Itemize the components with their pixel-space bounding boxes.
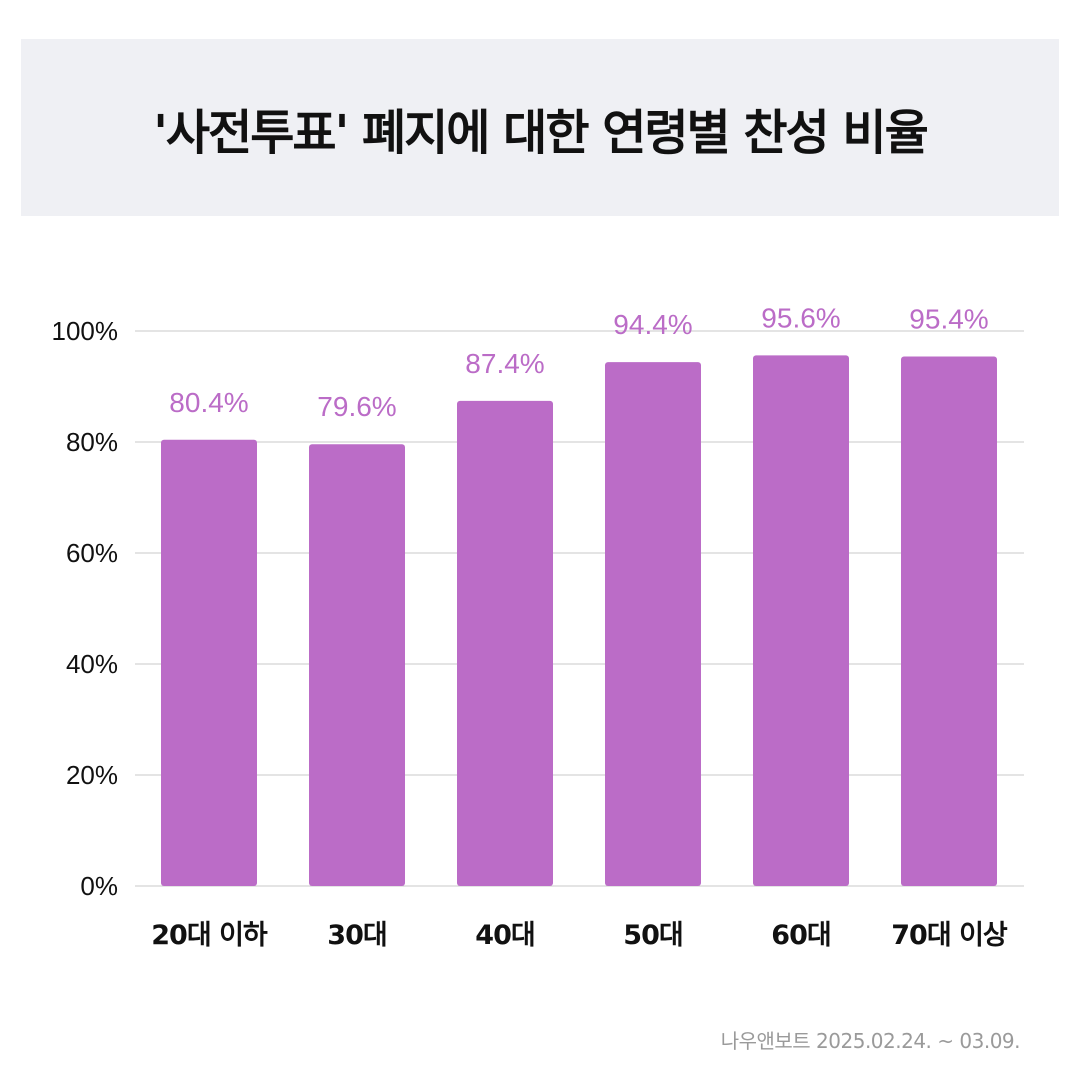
y-tick-label: 100% — [52, 316, 119, 346]
value-label: 95.6% — [761, 302, 840, 333]
chart-title: '사전투표' 폐지에 대한 연령별 찬성 비율 — [153, 104, 929, 161]
value-label: 80.4% — [169, 387, 248, 418]
x-tick-label: 40대 — [475, 920, 534, 951]
x-tick-label: 20대 이하 — [151, 920, 268, 951]
bar — [753, 355, 849, 886]
bar — [457, 400, 553, 886]
x-tick-label: 60대 — [771, 920, 830, 951]
value-label: 95.4% — [909, 304, 988, 335]
y-tick-label: 20% — [66, 760, 118, 790]
x-tick-label: 70대 이상 — [891, 920, 1008, 951]
y-tick-label: 60% — [66, 538, 118, 568]
title-banner: '사전투표' 폐지에 대한 연령별 찬성 비율 — [21, 39, 1059, 216]
value-label: 94.4% — [613, 309, 692, 340]
bar — [605, 362, 701, 887]
y-tick-label: 80% — [66, 427, 118, 457]
source-note: 나우앤보트 2025.02.24. ~ 03.09. — [720, 1029, 1021, 1053]
value-label: 79.6% — [317, 391, 396, 422]
bar — [309, 444, 405, 886]
x-tick-label: 30대 — [327, 920, 386, 951]
value-label: 87.4% — [465, 348, 544, 379]
x-tick-label: 50대 — [623, 920, 682, 951]
bar — [901, 356, 997, 886]
bar — [161, 439, 257, 886]
y-tick-label: 0% — [80, 871, 118, 901]
y-tick-label: 40% — [66, 649, 118, 679]
